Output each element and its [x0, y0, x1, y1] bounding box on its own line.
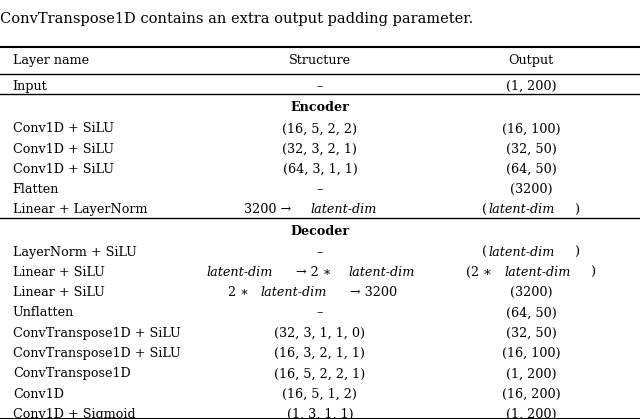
Text: (: ( [482, 246, 487, 259]
Text: (64, 50): (64, 50) [506, 163, 557, 176]
Text: latent-dim: latent-dim [504, 266, 571, 279]
Text: (32, 50): (32, 50) [506, 143, 557, 156]
Text: latent-dim: latent-dim [206, 266, 273, 279]
Text: latent-dim: latent-dim [488, 204, 555, 217]
Text: (64, 50): (64, 50) [506, 306, 557, 319]
Text: Linear + SiLU: Linear + SiLU [13, 286, 105, 299]
Text: ): ) [574, 204, 579, 217]
Text: (1, 200): (1, 200) [506, 408, 557, 419]
Text: LayerNorm + SiLU: LayerNorm + SiLU [13, 246, 137, 259]
Text: –: – [317, 246, 323, 259]
Text: ConvTranspose1D contains an extra output padding parameter.: ConvTranspose1D contains an extra output… [0, 12, 473, 26]
Text: ConvTranspose1D: ConvTranspose1D [13, 367, 131, 380]
Text: latent-dim: latent-dim [310, 204, 376, 217]
Text: Conv1D + SiLU: Conv1D + SiLU [13, 163, 114, 176]
Text: (3200): (3200) [510, 183, 552, 196]
Text: → 3200: → 3200 [346, 286, 397, 299]
Text: Linear + LayerNorm: Linear + LayerNorm [13, 204, 147, 217]
Text: Conv1D + Sigmoid: Conv1D + Sigmoid [13, 408, 136, 419]
Text: latent-dim: latent-dim [488, 246, 555, 259]
Text: (32, 3, 2, 1): (32, 3, 2, 1) [282, 143, 358, 156]
Text: (3200): (3200) [510, 286, 552, 299]
Text: Conv1D + SiLU: Conv1D + SiLU [13, 143, 114, 156]
Text: Structure: Structure [289, 54, 351, 67]
Text: (1, 200): (1, 200) [506, 367, 557, 380]
Text: Layer name: Layer name [13, 54, 89, 67]
Text: (: ( [482, 204, 487, 217]
Text: (32, 3, 1, 1, 0): (32, 3, 1, 1, 0) [275, 327, 365, 340]
Text: Input: Input [13, 80, 47, 93]
Text: –: – [317, 183, 323, 196]
Text: ConvTranspose1D + SiLU: ConvTranspose1D + SiLU [13, 327, 180, 340]
Text: Unflatten: Unflatten [13, 306, 74, 319]
Text: (1, 200): (1, 200) [506, 80, 557, 93]
Text: → 2 ∗: → 2 ∗ [292, 266, 335, 279]
Text: Conv1D: Conv1D [13, 388, 64, 401]
Text: (16, 100): (16, 100) [502, 347, 561, 360]
Text: (16, 5, 2, 2): (16, 5, 2, 2) [282, 122, 358, 135]
Text: (16, 100): (16, 100) [502, 122, 561, 135]
Text: ): ) [590, 266, 595, 279]
Text: (1, 3, 1, 1): (1, 3, 1, 1) [287, 408, 353, 419]
Text: ): ) [574, 246, 579, 259]
Text: Encoder: Encoder [291, 101, 349, 114]
Text: 2 ∗: 2 ∗ [228, 286, 253, 299]
Text: (16, 5, 2, 2, 1): (16, 5, 2, 2, 1) [275, 367, 365, 380]
Text: Conv1D + SiLU: Conv1D + SiLU [13, 122, 114, 135]
Text: (16, 5, 1, 2): (16, 5, 1, 2) [282, 388, 358, 401]
Text: –: – [317, 80, 323, 93]
Text: latent-dim: latent-dim [260, 286, 326, 299]
Text: (16, 3, 2, 1, 1): (16, 3, 2, 1, 1) [275, 347, 365, 360]
Text: 3200 →: 3200 → [244, 204, 295, 217]
Text: Output: Output [509, 54, 554, 67]
Text: –: – [317, 306, 323, 319]
Text: (2 ∗: (2 ∗ [466, 266, 495, 279]
Text: Flatten: Flatten [13, 183, 59, 196]
Text: (16, 200): (16, 200) [502, 388, 561, 401]
Text: Decoder: Decoder [291, 225, 349, 238]
Text: ConvTranspose1D + SiLU: ConvTranspose1D + SiLU [13, 347, 180, 360]
Text: (64, 3, 1, 1): (64, 3, 1, 1) [283, 163, 357, 176]
Text: (32, 50): (32, 50) [506, 327, 557, 340]
Text: latent-dim: latent-dim [348, 266, 414, 279]
Text: Linear + SiLU: Linear + SiLU [13, 266, 105, 279]
